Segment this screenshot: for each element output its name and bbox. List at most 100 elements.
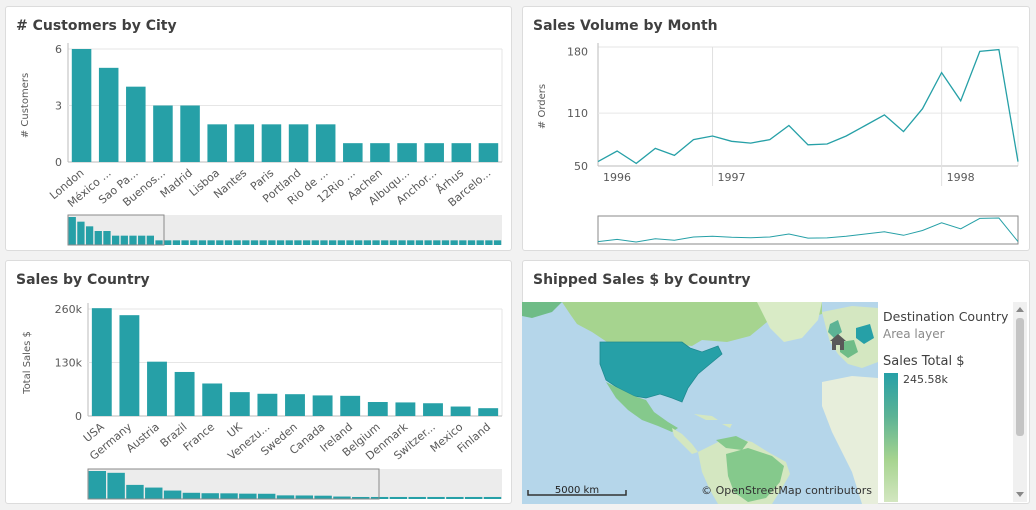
- scroll-down-icon[interactable]: [1016, 492, 1024, 497]
- bar: [367, 402, 388, 416]
- map-legend: Destination Country Area layer Sales Tot…: [878, 302, 1012, 502]
- bar: [234, 124, 255, 162]
- mini-bar: [207, 240, 215, 245]
- bar: [261, 124, 282, 162]
- bar: [424, 143, 444, 162]
- bar: [207, 124, 227, 162]
- y-tick-label: 110: [567, 107, 588, 120]
- germany-area: [856, 324, 874, 344]
- bar: [288, 124, 309, 162]
- y-tick-label: 0: [55, 156, 62, 169]
- scroll-up-icon[interactable]: [1016, 307, 1024, 312]
- mini-chart-window: [597, 215, 1019, 245]
- legend-max-label: 245.58k: [903, 373, 948, 386]
- mini-bar: [424, 240, 432, 245]
- bar: [315, 124, 336, 162]
- mini-bar: [372, 240, 380, 245]
- y-axis-label: # Customers: [20, 73, 31, 138]
- panel-title: # Customers by City: [16, 18, 177, 34]
- y-tick-label: 50: [574, 160, 588, 173]
- mini-bar: [467, 240, 476, 245]
- mini-bar: [250, 240, 259, 245]
- x-tick-label: 1997: [718, 171, 746, 184]
- mini-bar: [112, 235, 120, 245]
- mini-bar: [242, 240, 250, 245]
- mini-bar: [257, 493, 276, 499]
- legend-color-bar: [884, 373, 898, 502]
- mini-bar: [407, 240, 415, 245]
- mini-bar: [355, 240, 363, 245]
- bar: [229, 392, 250, 416]
- x-tick-label: 1998: [947, 171, 975, 184]
- brazil-area: [726, 448, 784, 502]
- mini-bar: [320, 240, 328, 245]
- world-map[interactable]: 5000 km © OpenStreetMap contributors: [522, 302, 878, 504]
- y-tick-label: 3: [55, 100, 62, 113]
- mini-bar: [145, 487, 163, 499]
- bar: [478, 408, 499, 416]
- mini-bar: [370, 496, 389, 499]
- mexico-area: [606, 382, 678, 432]
- legend-scrollbar[interactable]: [1013, 302, 1027, 502]
- x-tick-label: France: [181, 420, 218, 454]
- mini-bar: [276, 495, 295, 499]
- mini-bar: [182, 492, 201, 499]
- scale-label: 5000 km: [555, 485, 599, 496]
- mini-bar: [268, 240, 276, 245]
- bar: [343, 143, 363, 162]
- mini-bar: [363, 240, 371, 245]
- mini-bar: [329, 240, 337, 245]
- x-tick-label: UK: [225, 420, 246, 440]
- mini-bar: [464, 496, 483, 499]
- bar: [478, 143, 499, 162]
- mini-bar: [88, 471, 107, 499]
- series-line: [597, 48, 1019, 165]
- mini-bar: [85, 226, 94, 245]
- bar: [423, 403, 443, 416]
- y-axis-label: Total Sales $: [22, 331, 33, 395]
- mini-bar: [164, 240, 172, 245]
- attribution-text[interactable]: © OpenStreetMap contributors: [701, 484, 872, 497]
- mini-bar: [107, 472, 125, 499]
- mini-bar: [485, 240, 493, 245]
- mini-bar: [415, 240, 424, 245]
- mini-bar: [224, 240, 233, 245]
- scroll-thumb[interactable]: [1016, 318, 1024, 436]
- africa-area: [822, 376, 878, 504]
- mini-bar: [220, 493, 238, 499]
- legend-subtitle: Area layer: [883, 327, 945, 341]
- sales-by-country-panel[interactable]: Sales by Country 260k 130k 0 Total Sales $ U…: [5, 260, 512, 504]
- y-tick-label: 6: [55, 43, 62, 56]
- bar: [257, 393, 278, 416]
- bar: [202, 383, 223, 416]
- mini-bar: [483, 496, 502, 499]
- sales-volume-chart[interactable]: 180 110 50 # Orders 1996 1997 1998: [523, 7, 1031, 252]
- customers-by-city-panel[interactable]: # Customers by City 6 3 0 # Customers London…: [5, 6, 512, 251]
- mini-bar: [493, 240, 502, 245]
- bar: [126, 86, 146, 162]
- mini-bar: [276, 240, 285, 245]
- y-tick-label: 260k: [55, 303, 83, 316]
- bar: [119, 315, 140, 416]
- mini-bar: [450, 240, 458, 245]
- mini-bar: [201, 493, 219, 499]
- home-icon[interactable]: [829, 333, 847, 351]
- venezuela-area: [716, 436, 748, 450]
- bar: [312, 395, 333, 416]
- greenland-area: [757, 302, 822, 342]
- y-tick-label: 0: [75, 410, 82, 423]
- canada-area: [562, 302, 822, 346]
- mini-series-line: [597, 217, 1019, 243]
- mini-bar: [155, 240, 163, 245]
- mini-bar: [68, 217, 76, 245]
- sales-volume-panel[interactable]: Sales Volume by Month 180 110 50 # Orders 19…: [522, 6, 1030, 251]
- panel-title: Sales by Country: [16, 272, 150, 288]
- mini-bar: [398, 240, 406, 245]
- mini-bar: [389, 496, 408, 499]
- mini-bar: [294, 240, 302, 245]
- mini-bar: [259, 240, 267, 245]
- mini-bar: [120, 235, 128, 245]
- mini-bar: [103, 231, 111, 245]
